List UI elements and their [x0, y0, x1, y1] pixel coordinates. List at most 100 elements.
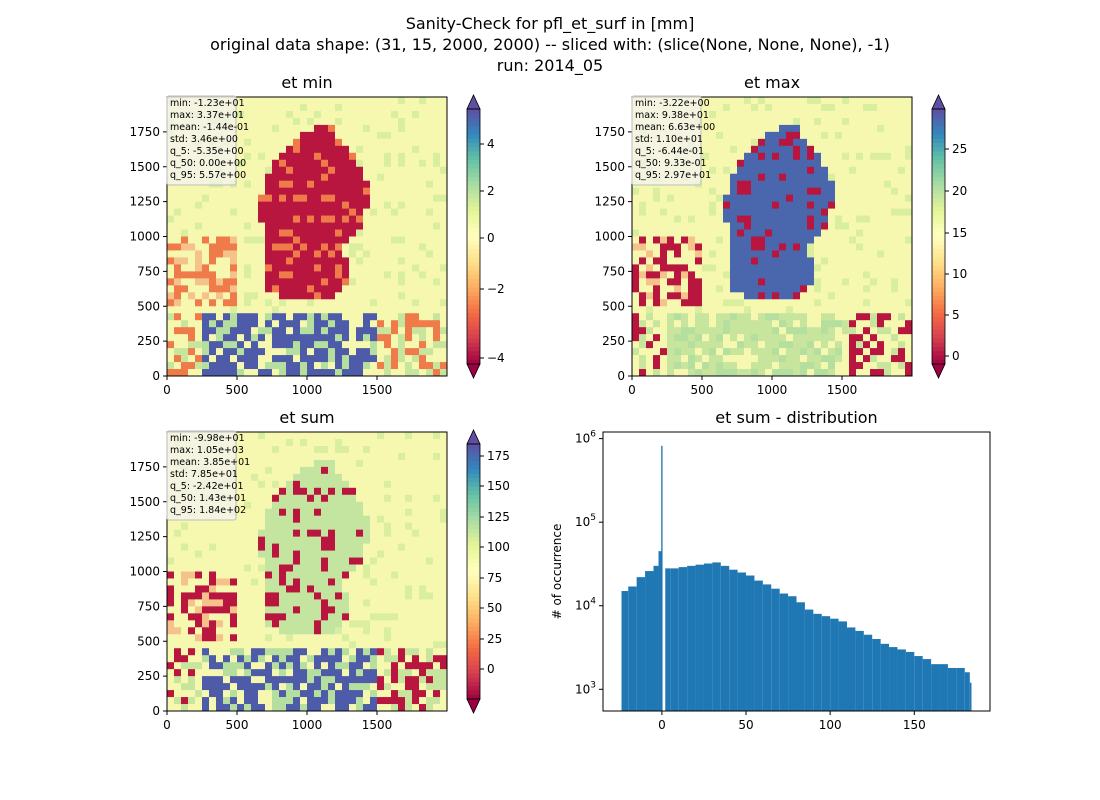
heatmap-cell [405, 103, 413, 112]
heatmap-cell [174, 348, 182, 356]
colorbar-segment [932, 172, 945, 178]
heatmap-cell [230, 571, 238, 579]
heatmap-cell [167, 690, 175, 698]
heatmap-cell [244, 285, 252, 293]
heatmap-cell [363, 452, 371, 461]
heatmap-cell [202, 257, 210, 265]
heatmap-cell [440, 445, 448, 454]
heatmap-cell [223, 648, 231, 656]
heatmap-cell [349, 313, 357, 321]
colorbar-segment [467, 168, 480, 174]
heatmap-cell [195, 306, 203, 314]
heatmap-cell [370, 508, 378, 517]
heatmap-cell [730, 138, 738, 147]
heatmap-cell [709, 327, 717, 335]
heatmap-cell [167, 543, 175, 551]
heatmap-cell [737, 208, 745, 216]
heatmap-cell [342, 110, 350, 119]
heatmap-cell [807, 320, 815, 328]
heatmap-cell [356, 613, 364, 621]
heatmap-cell [384, 173, 392, 182]
heatmap-cell [440, 187, 448, 196]
heatmap-cell [898, 348, 906, 356]
heatmap-cell [370, 306, 378, 314]
heatmap-cell [370, 543, 378, 551]
heatmap-cell [828, 341, 836, 349]
heatmap-cell [835, 208, 843, 216]
heatmap-cell [349, 459, 357, 468]
heatmap-cell [814, 306, 822, 314]
colorbar-segment [932, 121, 945, 127]
heatmap-cell [174, 313, 182, 321]
heatmap-cell [349, 473, 357, 482]
heatmap-cell [377, 564, 385, 572]
heatmap-cell [307, 683, 315, 691]
heatmap-cell [195, 201, 203, 209]
heatmap-cell [307, 103, 315, 112]
heatmap-cell [814, 299, 822, 307]
heatmap-cell [300, 627, 308, 635]
heatmap-cell [167, 697, 175, 705]
heatmap-cell [821, 131, 829, 140]
heatmap-cell [440, 166, 448, 175]
heatmap-cell [272, 571, 280, 579]
heatmap-cell [646, 236, 654, 244]
heatmap-cell [702, 271, 710, 279]
heatmap-cell [398, 187, 406, 196]
heatmap-cell [335, 557, 343, 565]
heatmap-cell [639, 278, 647, 286]
heatmap-cell [188, 655, 196, 663]
heatmap-cell [279, 97, 287, 105]
heatmap-cell [195, 348, 203, 356]
heatmap-cell [433, 704, 441, 712]
heatmap-cell [293, 536, 301, 544]
heatmap-cell [709, 348, 717, 356]
colorbar-segment [932, 300, 945, 305]
heatmap-cell [265, 432, 273, 440]
heatmap-cell [405, 180, 413, 189]
heatmap-cell [870, 222, 878, 230]
colorbar-segment [932, 109, 945, 114]
heatmap-cell [412, 690, 420, 698]
heatmap-cell [405, 473, 413, 482]
heatmap-cell [433, 355, 441, 363]
heatmap-cell [793, 187, 801, 196]
heatmap-cell [377, 313, 385, 321]
heatmap-cell [842, 285, 850, 293]
heatmap-cell [440, 97, 448, 105]
heatmap-cell [709, 341, 717, 349]
heatmap-cell [251, 362, 259, 370]
heatmap-cell [863, 341, 871, 349]
heatmap-cell [639, 292, 647, 300]
heatmap-cell [237, 194, 245, 203]
heatmap-cell [342, 117, 350, 126]
heatmap-cell [328, 299, 336, 307]
heatmap-cell [370, 124, 378, 133]
heatmap-cell [349, 306, 357, 314]
heatmap-cell [286, 201, 294, 209]
heatmap-cell [384, 529, 392, 538]
heatmap-cell [391, 641, 399, 649]
heatmap-cell [328, 438, 336, 447]
heatmap-cell [426, 648, 434, 656]
heatmap-cell [314, 669, 322, 677]
heatmap-cell [356, 648, 364, 656]
heatmap-cell [737, 187, 745, 196]
heatmap-cell [716, 159, 724, 168]
heatmap-cell [772, 348, 780, 356]
heatmap-cell [405, 599, 413, 607]
y-tick-label: 250 [137, 334, 160, 348]
heatmap-cell [863, 138, 871, 147]
heatmap-cell [314, 124, 322, 133]
heatmap-cell [216, 320, 224, 328]
heatmap-cell [363, 292, 371, 300]
heatmap-cell [209, 536, 217, 544]
heatmap-cell [230, 306, 238, 314]
heatmap-cell [265, 180, 273, 189]
heatmap-cell [709, 271, 717, 279]
heatmap-cell [842, 313, 850, 321]
heatmap-cell [188, 606, 196, 614]
heatmap-cell [807, 264, 815, 272]
heatmap-cell [433, 529, 441, 538]
heatmap-cell [405, 676, 413, 684]
